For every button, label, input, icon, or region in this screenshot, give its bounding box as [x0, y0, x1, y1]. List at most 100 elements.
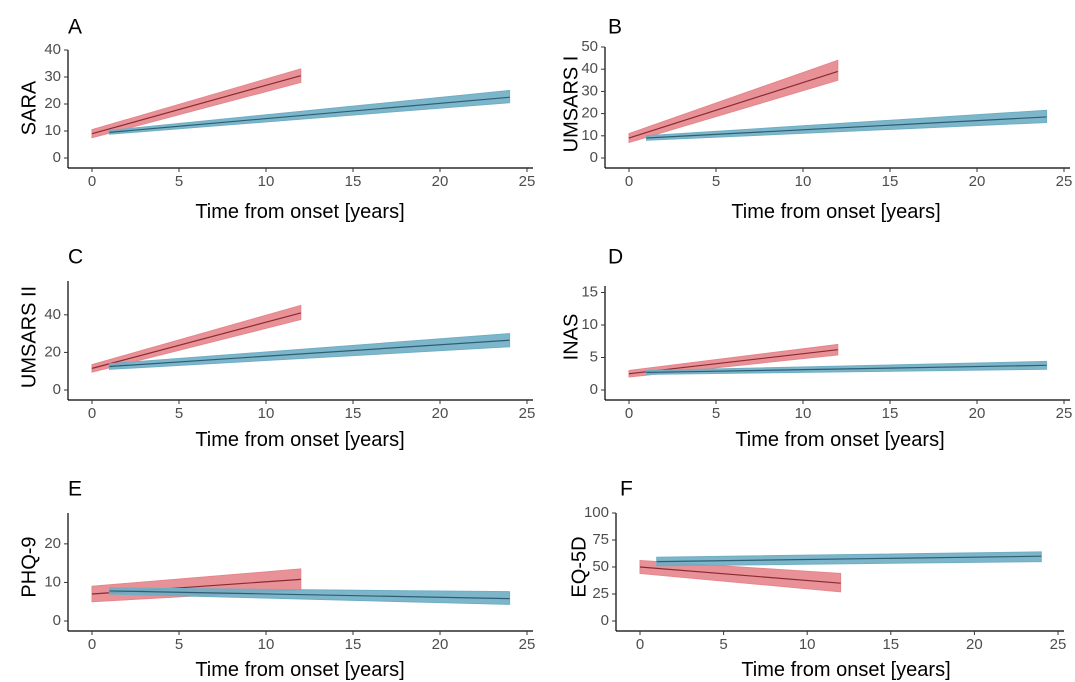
y-tick-label: 0	[590, 381, 598, 398]
y-axis-label: UMSARS I	[560, 56, 582, 153]
x-tick-label: 20	[969, 173, 986, 190]
trend-line-2	[109, 96, 510, 133]
x-tick-label: 5	[175, 636, 183, 653]
x-tick-label: 15	[345, 405, 362, 422]
panel-letter: B	[608, 16, 622, 39]
confidence-band-2	[108, 587, 511, 605]
panel-F: F EQ-5D Time from onset [years] 0 25 50 75 100 0…	[568, 478, 1066, 681]
panel-letter: E	[68, 478, 82, 501]
y-tick-label: 30	[581, 82, 598, 99]
confidence-band-1	[91, 304, 302, 373]
x-tick-label: 25	[519, 173, 536, 190]
x-tick-label: 0	[88, 405, 96, 422]
x-tick-label: 20	[432, 173, 449, 190]
y-tick-label: 40	[44, 41, 61, 58]
x-tick-label: 20	[966, 636, 983, 653]
y-tick-label: 50	[581, 38, 598, 55]
trend-line-1	[91, 75, 301, 135]
x-tick-label: 10	[795, 173, 812, 190]
y-tick-label: 20	[581, 105, 598, 122]
panel-letter: D	[608, 246, 623, 269]
y-tick-label: 10	[44, 122, 61, 139]
x-tick-label: 0	[625, 405, 633, 422]
panel-B: B UMSARS I Time from onset [years] 0 10 20 30 4…	[560, 16, 1072, 223]
x-tick-label: 20	[432, 405, 449, 422]
x-tick-label: 0	[88, 173, 96, 190]
x-tick-label: 25	[519, 405, 536, 422]
x-tick-label: 15	[882, 636, 899, 653]
y-tick-label: 50	[592, 558, 609, 575]
trend-line-2	[646, 116, 1047, 139]
y-tick-label: 15	[581, 283, 598, 300]
panel-C: C UMSARS II Time from onset [years] 0 20 40 0 5…	[18, 246, 535, 451]
x-tick-label: 25	[1056, 173, 1073, 190]
x-tick-label: 25	[1056, 405, 1073, 422]
x-tick-label: 10	[258, 636, 275, 653]
x-tick-label: 10	[258, 173, 275, 190]
panel-D: D INAS Time from onset [years] 0 5 10 15 0 5 10 15…	[560, 246, 1072, 451]
y-axis-label: UMSARS II	[18, 286, 40, 388]
confidence-band-1	[639, 559, 842, 593]
y-tick-label: 0	[53, 612, 61, 629]
y-axis-label: INAS	[560, 314, 582, 361]
y-tick-label: 20	[44, 535, 61, 552]
x-tick-label: 5	[719, 636, 727, 653]
x-tick-label: 5	[712, 173, 720, 190]
confidence-band-1	[91, 68, 302, 139]
x-tick-label: 15	[345, 173, 362, 190]
y-tick-label: 40	[44, 306, 61, 323]
panel-letter: F	[620, 478, 633, 501]
panel-letter: A	[68, 16, 82, 39]
x-tick-label: 0	[88, 636, 96, 653]
x-tick-label: 10	[795, 405, 812, 422]
y-tick-label: 20	[44, 95, 61, 112]
x-tick-label: 25	[519, 636, 536, 653]
trend-line-2	[109, 339, 510, 368]
x-tick-label: 20	[969, 405, 986, 422]
x-tick-label: 0	[636, 636, 644, 653]
panel-letter: C	[68, 246, 83, 269]
trend-line-2	[656, 555, 1042, 563]
y-tick-label: 25	[592, 585, 609, 602]
panel-E: E PHQ-9 Time from onset [years] 0 10 20 0 5 10 15…	[18, 478, 535, 681]
y-tick-label: 75	[592, 531, 609, 548]
trend-line-2	[109, 590, 510, 600]
x-tick-label: 15	[345, 636, 362, 653]
y-tick-label: 30	[44, 68, 61, 85]
y-axis-label: EQ-5D	[568, 536, 590, 597]
x-axis-label: Time from onset [years]	[195, 429, 404, 451]
x-tick-label: 20	[432, 636, 449, 653]
y-tick-label: 5	[590, 348, 598, 365]
trend-line-1	[639, 566, 841, 584]
y-tick-label: 10	[44, 573, 61, 590]
panel-A: A SARA Time from onset [years] 0 10 20 30 40 0 5 1…	[18, 16, 535, 223]
y-tick-label: 100	[584, 504, 609, 521]
y-tick-label: 0	[53, 149, 61, 166]
x-axis-label: Time from onset [years]	[741, 659, 950, 681]
x-tick-label: 15	[882, 405, 899, 422]
trend-line-2	[646, 364, 1047, 374]
x-tick-label: 5	[175, 405, 183, 422]
y-tick-label: 40	[581, 60, 598, 77]
x-axis-label: Time from onset [years]	[735, 429, 944, 451]
y-tick-label: 0	[590, 149, 598, 166]
y-tick-label: 0	[53, 381, 61, 398]
confidence-band-1	[628, 343, 839, 378]
x-axis-label: Time from onset [years]	[731, 201, 940, 223]
x-tick-label: 10	[258, 405, 275, 422]
x-tick-label: 0	[625, 173, 633, 190]
y-tick-label: 20	[44, 343, 61, 360]
y-axis-label: PHQ-9	[18, 536, 40, 597]
y-tick-label: 0	[601, 612, 609, 629]
x-tick-label: 25	[1050, 636, 1067, 653]
x-axis-label: Time from onset [years]	[195, 659, 404, 681]
y-axis-label: SARA	[18, 80, 40, 135]
x-tick-label: 15	[882, 173, 899, 190]
y-tick-label: 10	[581, 316, 598, 333]
y-tick-label: 10	[581, 127, 598, 144]
x-tick-label: 5	[175, 173, 183, 190]
x-tick-label: 5	[712, 405, 720, 422]
x-axis-label: Time from onset [years]	[195, 201, 404, 223]
trend-line-1	[628, 70, 838, 139]
